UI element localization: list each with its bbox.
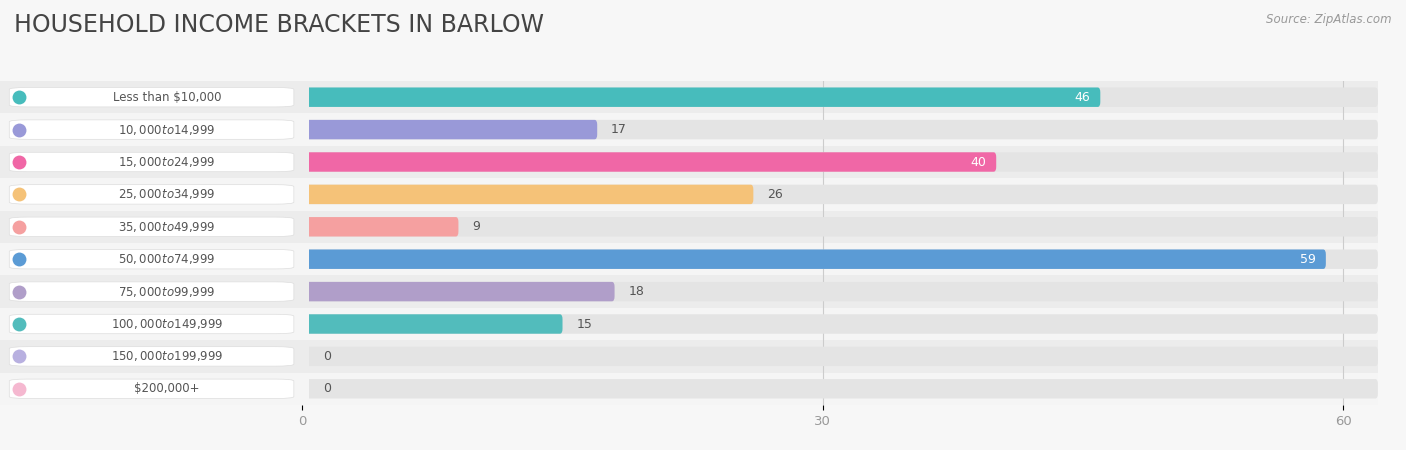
FancyBboxPatch shape — [302, 152, 997, 172]
FancyBboxPatch shape — [302, 120, 1378, 140]
FancyBboxPatch shape — [302, 346, 1378, 366]
FancyBboxPatch shape — [302, 178, 1378, 211]
Text: $35,000 to $49,999: $35,000 to $49,999 — [118, 220, 215, 234]
FancyBboxPatch shape — [302, 282, 614, 302]
FancyBboxPatch shape — [302, 249, 1326, 269]
FancyBboxPatch shape — [10, 379, 294, 399]
Text: 59: 59 — [1299, 253, 1316, 266]
FancyBboxPatch shape — [10, 249, 294, 269]
FancyBboxPatch shape — [302, 379, 1378, 399]
FancyBboxPatch shape — [302, 87, 1378, 107]
FancyBboxPatch shape — [302, 275, 1378, 308]
FancyBboxPatch shape — [10, 282, 294, 302]
FancyBboxPatch shape — [0, 308, 309, 340]
FancyBboxPatch shape — [302, 184, 1378, 204]
FancyBboxPatch shape — [10, 120, 294, 140]
FancyBboxPatch shape — [302, 314, 562, 334]
FancyBboxPatch shape — [302, 146, 1378, 178]
FancyBboxPatch shape — [0, 178, 309, 211]
FancyBboxPatch shape — [302, 314, 1378, 334]
FancyBboxPatch shape — [302, 373, 1378, 405]
Text: $100,000 to $149,999: $100,000 to $149,999 — [111, 317, 224, 331]
FancyBboxPatch shape — [302, 308, 1378, 340]
Text: $25,000 to $34,999: $25,000 to $34,999 — [118, 187, 215, 202]
Text: 40: 40 — [970, 156, 986, 168]
Text: 9: 9 — [472, 220, 481, 233]
FancyBboxPatch shape — [10, 217, 294, 237]
FancyBboxPatch shape — [302, 243, 1378, 275]
FancyBboxPatch shape — [302, 81, 1378, 113]
FancyBboxPatch shape — [0, 81, 309, 113]
FancyBboxPatch shape — [10, 152, 294, 172]
FancyBboxPatch shape — [0, 340, 309, 373]
FancyBboxPatch shape — [302, 217, 1378, 237]
FancyBboxPatch shape — [0, 211, 309, 243]
Text: 17: 17 — [612, 123, 627, 136]
FancyBboxPatch shape — [302, 184, 754, 204]
Text: $75,000 to $99,999: $75,000 to $99,999 — [118, 284, 215, 299]
FancyBboxPatch shape — [0, 146, 309, 178]
Text: Less than $10,000: Less than $10,000 — [112, 91, 221, 104]
Text: HOUSEHOLD INCOME BRACKETS IN BARLOW: HOUSEHOLD INCOME BRACKETS IN BARLOW — [14, 14, 544, 37]
Text: 46: 46 — [1074, 91, 1090, 104]
Text: 0: 0 — [323, 350, 330, 363]
FancyBboxPatch shape — [302, 211, 1378, 243]
FancyBboxPatch shape — [302, 87, 1101, 107]
Text: $50,000 to $74,999: $50,000 to $74,999 — [118, 252, 215, 266]
FancyBboxPatch shape — [10, 314, 294, 334]
FancyBboxPatch shape — [0, 243, 309, 275]
FancyBboxPatch shape — [0, 275, 309, 308]
FancyBboxPatch shape — [0, 373, 309, 405]
Text: $15,000 to $24,999: $15,000 to $24,999 — [118, 155, 215, 169]
Text: $10,000 to $14,999: $10,000 to $14,999 — [118, 122, 215, 137]
FancyBboxPatch shape — [302, 249, 1378, 269]
Text: 26: 26 — [768, 188, 783, 201]
FancyBboxPatch shape — [302, 340, 1378, 373]
FancyBboxPatch shape — [10, 87, 294, 107]
FancyBboxPatch shape — [10, 184, 294, 204]
Text: 0: 0 — [323, 382, 330, 395]
FancyBboxPatch shape — [302, 120, 598, 140]
FancyBboxPatch shape — [302, 152, 1378, 172]
Text: $200,000+: $200,000+ — [135, 382, 200, 395]
FancyBboxPatch shape — [302, 282, 1378, 302]
Text: Source: ZipAtlas.com: Source: ZipAtlas.com — [1267, 14, 1392, 27]
Text: 15: 15 — [576, 318, 592, 330]
FancyBboxPatch shape — [10, 346, 294, 366]
FancyBboxPatch shape — [302, 217, 458, 237]
Text: 18: 18 — [628, 285, 644, 298]
Text: $150,000 to $199,999: $150,000 to $199,999 — [111, 349, 224, 364]
FancyBboxPatch shape — [0, 113, 309, 146]
FancyBboxPatch shape — [302, 113, 1378, 146]
